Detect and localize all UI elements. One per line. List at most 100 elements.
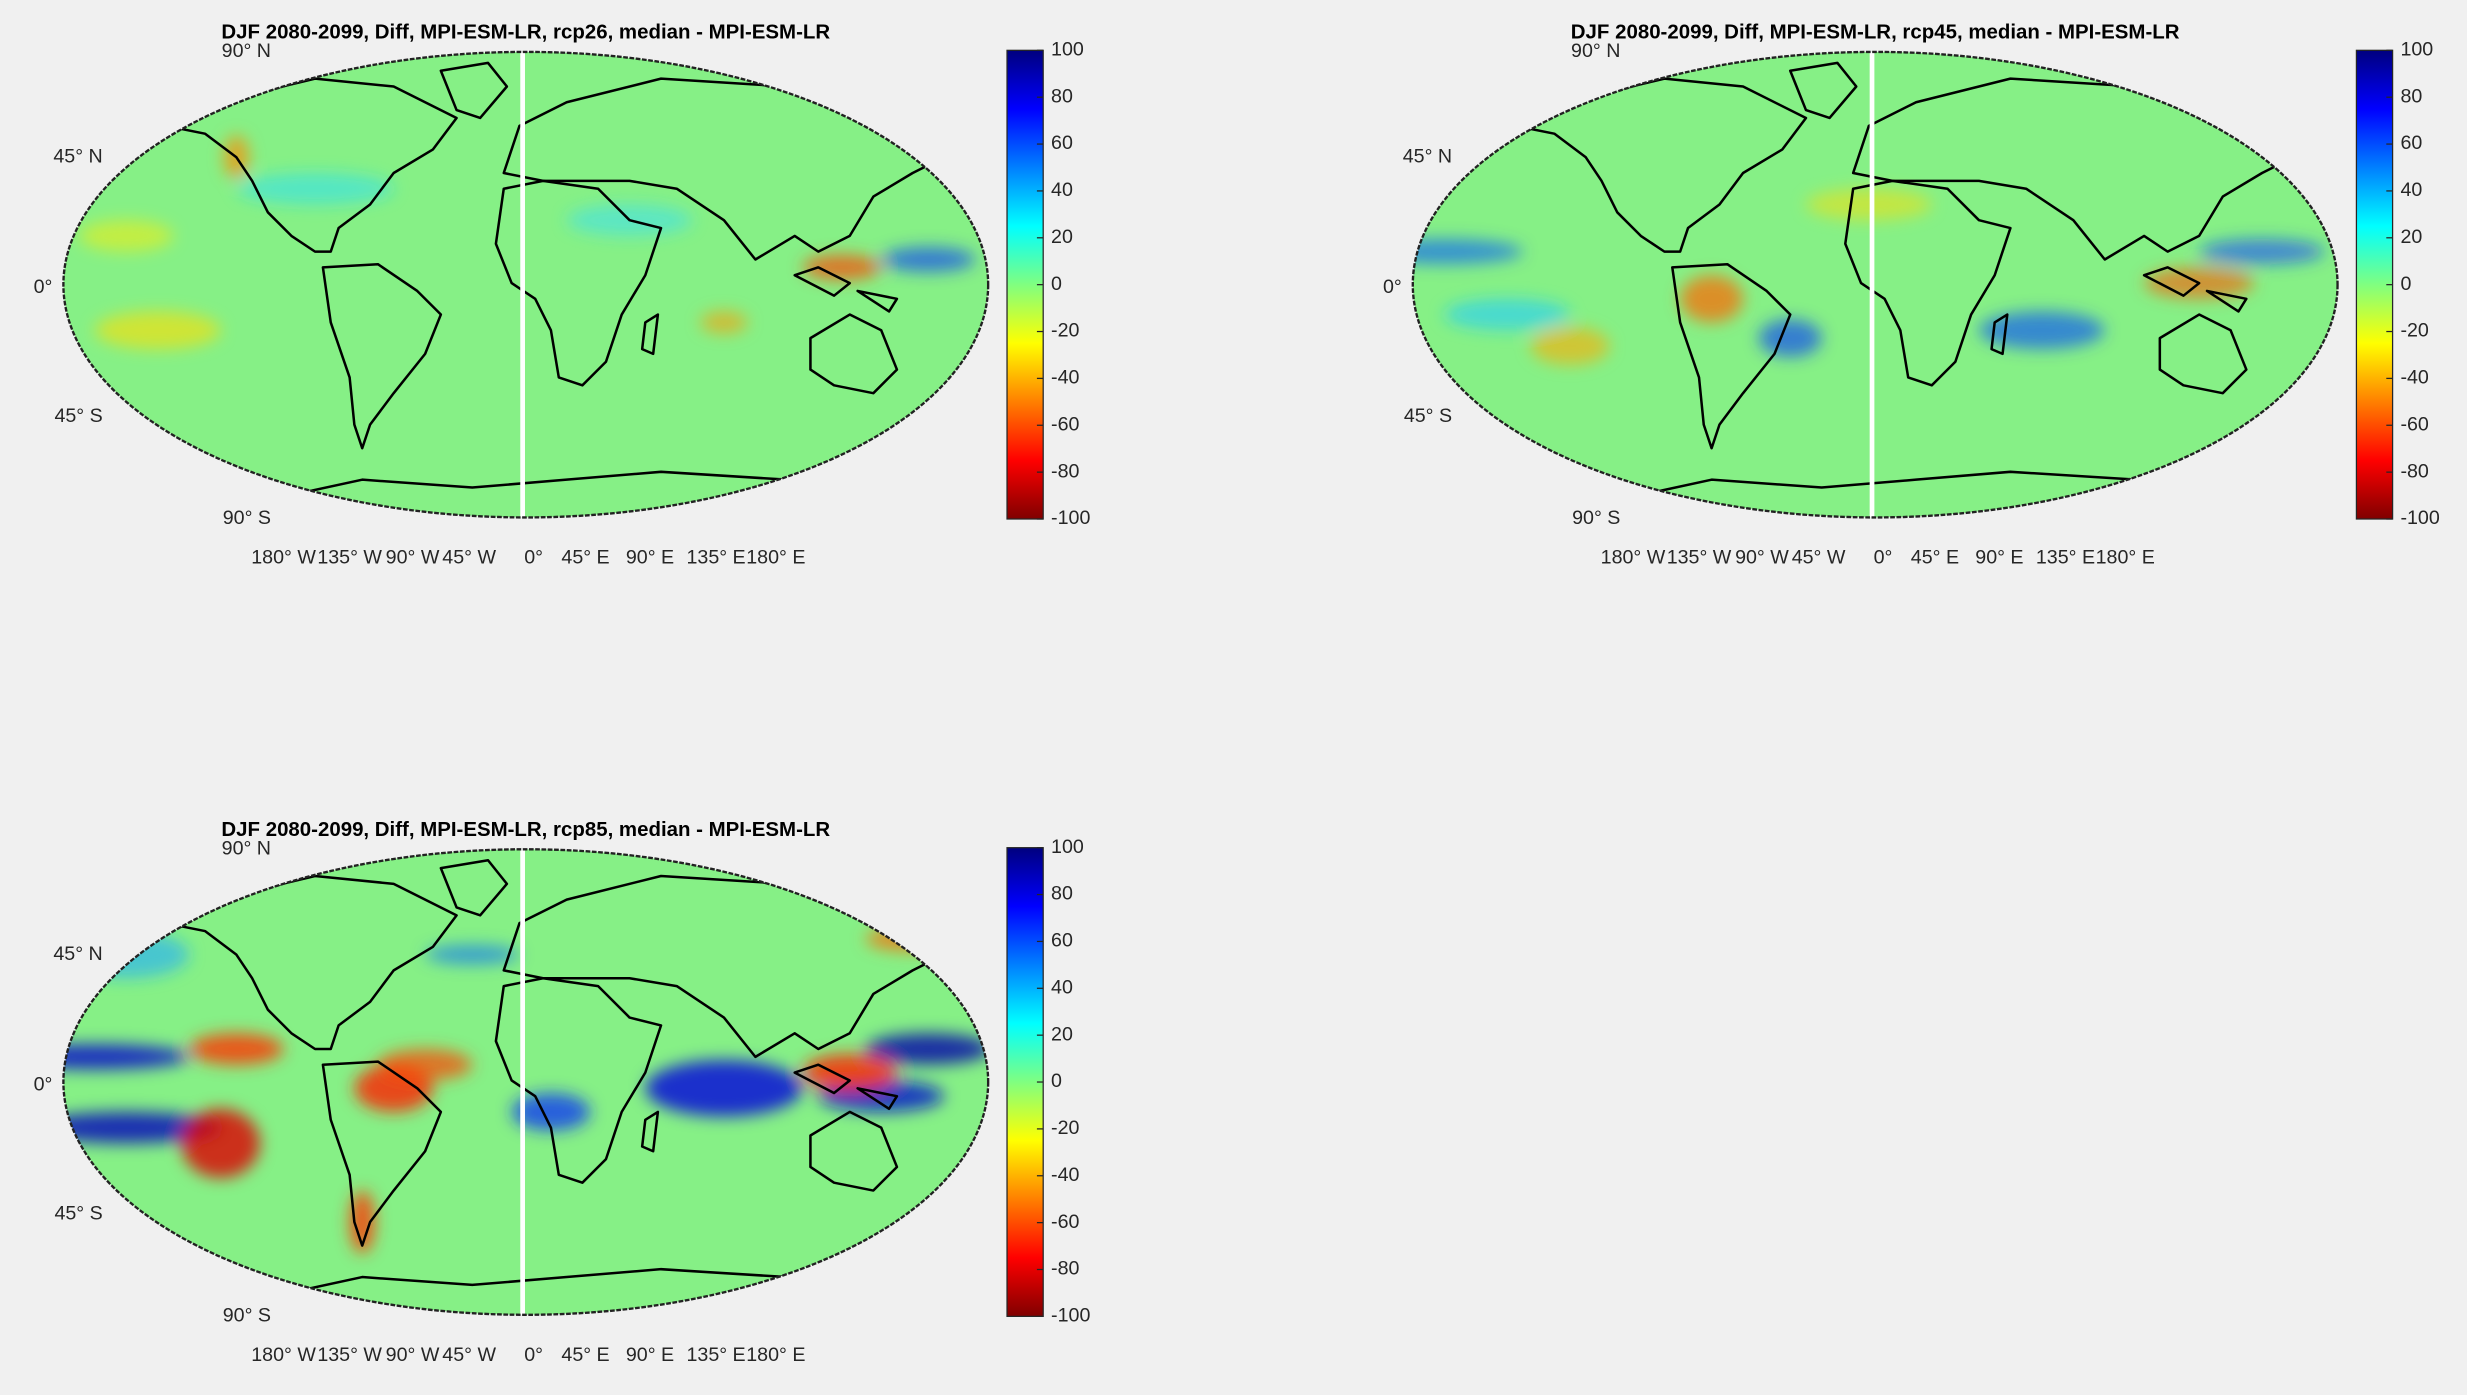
anomaly-blob xyxy=(645,1060,803,1117)
lat-label: 0° xyxy=(1383,276,1402,298)
lon-label: 45° E xyxy=(561,1344,609,1366)
map-panel: DJF 2080-2099, Diff, MPI-ESM-LR, rcp85, … xyxy=(34,818,1091,1366)
lat-label: 0° xyxy=(34,1073,53,1095)
lon-label: 135° E xyxy=(2036,547,2095,569)
anomaly-blob xyxy=(802,254,882,280)
anomaly-blob xyxy=(94,311,221,350)
map-panel: DJF 2080-2099, Diff, MPI-ESM-LR, rcp26, … xyxy=(34,20,1091,568)
lon-label: 45° W xyxy=(1792,547,1846,569)
lat-label: 90° N xyxy=(222,837,271,859)
colorbar-tick-label: 20 xyxy=(1051,1023,1073,1045)
lat-label: 90° S xyxy=(223,1305,271,1327)
lat-label: 0° xyxy=(34,276,53,298)
lon-label: 90° E xyxy=(626,1344,674,1366)
lon-label: 0° xyxy=(524,547,543,569)
anomaly-blob xyxy=(802,1053,897,1092)
lon-label: 135° W xyxy=(317,547,382,569)
colorbar-tick-label: 40 xyxy=(1051,179,1073,201)
colorbar-tick-label: -100 xyxy=(1051,1305,1090,1327)
anomaly-blob xyxy=(1805,188,1932,221)
map-background xyxy=(1412,51,2338,518)
lat-label: 90° N xyxy=(222,40,271,62)
colorbar-tick-label: -100 xyxy=(2400,507,2439,529)
map-area xyxy=(1412,51,2338,518)
colorbar-tick-label: -40 xyxy=(2400,367,2428,389)
lon-label: 180° W xyxy=(251,547,316,569)
anomaly-blob xyxy=(189,1033,284,1065)
anomaly-blob xyxy=(63,1044,190,1070)
colorbar-tick-label: -60 xyxy=(1051,1211,1079,1233)
anomaly-blob xyxy=(865,926,960,952)
lon-label: 90° W xyxy=(386,547,440,569)
lat-label: 45° S xyxy=(54,1202,102,1224)
anomaly-blob xyxy=(1680,275,1744,323)
lat-label: 45° N xyxy=(53,145,102,167)
colorbar-tick-label: 100 xyxy=(1051,39,1084,61)
map-frame xyxy=(62,848,990,1316)
anomaly-blob xyxy=(377,1049,473,1081)
lon-label: 90° W xyxy=(1735,547,1789,569)
map-frame xyxy=(1411,50,2339,519)
anomaly-blob xyxy=(511,1093,591,1131)
colorbar-tick-label: 80 xyxy=(2400,85,2422,107)
colorbar-tick-label: -40 xyxy=(1051,1164,1079,1186)
lon-label: 0° xyxy=(524,1344,543,1366)
lon-label: 135° E xyxy=(686,1344,745,1366)
lat-label: 90° N xyxy=(1571,40,1620,62)
anomaly-blob xyxy=(881,246,976,273)
map-background xyxy=(63,51,989,518)
lon-label: 45° E xyxy=(1911,547,1959,569)
colorbar-tick-label: 20 xyxy=(1051,226,1073,248)
colorbar-tick-label: 80 xyxy=(1051,85,1073,107)
colorbar-tick-label: 40 xyxy=(2400,179,2422,201)
colorbar-tick-label: 0 xyxy=(2400,273,2411,295)
lat-label: 45° S xyxy=(54,405,102,427)
panel-title: DJF 2080-2099, Diff, MPI-ESM-LR, rcp26, … xyxy=(221,20,830,43)
colorbar-tick-label: 40 xyxy=(1051,976,1073,998)
lat-label: 45° N xyxy=(53,943,102,965)
lon-label: 90° E xyxy=(626,547,674,569)
lon-label: 90° E xyxy=(1975,547,2023,569)
colorbar-tick-label: 60 xyxy=(1051,132,1073,154)
lon-label: 180° W xyxy=(251,1344,316,1366)
panel-title: DJF 2080-2099, Diff, MPI-ESM-LR, rcp85, … xyxy=(221,818,830,841)
anomaly-blob xyxy=(865,1033,989,1065)
anomaly-blob xyxy=(181,1108,260,1178)
colorbar-tick-label: -20 xyxy=(2400,320,2428,342)
colorbar-tick-label: -20 xyxy=(1051,320,1079,342)
colorbar-tick-label: 60 xyxy=(1051,930,1073,952)
colorbar-tick-label: -20 xyxy=(1051,1117,1079,1139)
map-frame xyxy=(62,50,990,519)
lon-label: 180° W xyxy=(1601,547,1666,569)
lon-label: 180° E xyxy=(746,547,805,569)
map-panel: DJF 2080-2099, Diff, MPI-ESM-LR, rcp45, … xyxy=(1383,20,2440,569)
lon-label: 45° W xyxy=(442,1344,496,1366)
anomaly-blob xyxy=(79,220,174,252)
colorbar-tick-label: -60 xyxy=(2400,413,2428,435)
colorbar-tick-label: 0 xyxy=(1051,273,1062,295)
colorbar-tick-label: 100 xyxy=(2400,39,2433,61)
anomaly-blob xyxy=(425,945,520,965)
colorbar-tick-label: -80 xyxy=(1051,460,1079,482)
anomaly-blob xyxy=(2199,239,2325,265)
colorbar-tick-label: -100 xyxy=(1051,507,1090,529)
anomaly-blob xyxy=(349,1190,375,1254)
colorbar-tick-label: -80 xyxy=(2400,460,2428,482)
panel-title: DJF 2080-2099, Diff, MPI-ESM-LR, rcp45, … xyxy=(1571,20,2180,43)
anomaly-blob xyxy=(1758,319,1822,358)
map-area xyxy=(63,51,989,518)
anomaly-blob xyxy=(1412,239,1523,265)
anomaly-blob xyxy=(236,172,394,205)
colorbar-tick-label: 100 xyxy=(1051,836,1084,858)
lon-label: 135° E xyxy=(686,547,745,569)
lon-label: 180° E xyxy=(746,1344,805,1366)
lon-label: 135° W xyxy=(1667,547,1732,569)
anomaly-blob xyxy=(1978,311,2105,350)
lat-label: 90° S xyxy=(223,507,271,529)
lon-label: 90° W xyxy=(386,1344,440,1366)
lon-label: 45° E xyxy=(561,547,609,569)
lon-label: 45° W xyxy=(442,547,496,569)
map-background xyxy=(63,849,989,1315)
